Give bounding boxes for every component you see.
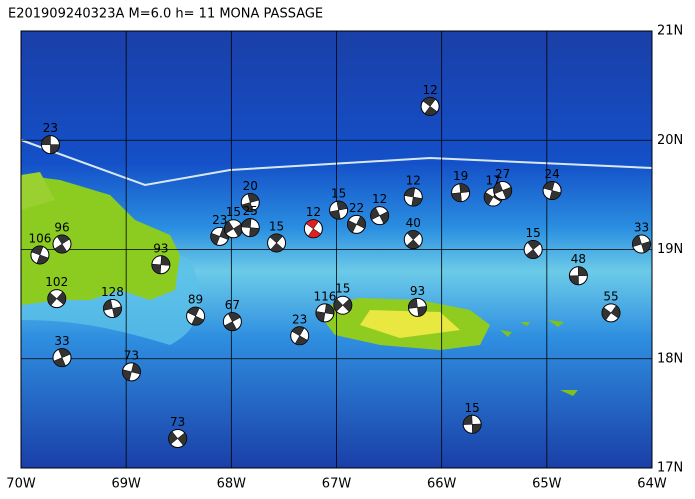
beachball-quadrant (53, 348, 71, 367)
event-depth-label: 55 (603, 289, 618, 303)
event-depth-label: 48 (571, 252, 586, 266)
lat-tick-label: 18N (657, 351, 683, 366)
beachball-quadrant (122, 362, 141, 381)
map-title: E201909240323A M=6.0 h= 11 MONA PASSAGE (8, 7, 323, 22)
event-depth-label: 12 (372, 192, 387, 206)
event-depth-label: 12 (422, 83, 437, 97)
lon-tick-label: 68W (217, 477, 247, 492)
beachball-quadrant (406, 230, 421, 249)
beachball-quadrant (315, 303, 335, 323)
beachball-quadrant (269, 233, 284, 253)
plate-boundary (20, 139, 653, 187)
beachball-quadrant (525, 240, 541, 259)
beachball-quadrant (291, 326, 308, 346)
beachball-quadrant (569, 266, 588, 285)
lon-tick-label: 70W (6, 477, 36, 492)
beachball-quadrant (462, 415, 482, 434)
beachball-quadrant (168, 431, 187, 446)
beachball-quadrant (47, 291, 66, 306)
beachball-quadrant (41, 135, 60, 154)
event-depth-label: 12 (306, 205, 321, 219)
lat-tick-label: 21N (657, 24, 683, 39)
beachball-quadrant (151, 255, 171, 275)
event-depth-label: 15 (335, 282, 350, 296)
lon-tick-label: 67W (322, 477, 352, 492)
beachball-quadrant (451, 183, 470, 202)
beachball-quadrant (632, 235, 651, 253)
beachball-quadrant (187, 306, 205, 326)
lon-tick-label: 64W (637, 477, 667, 492)
beachball-quadrant (543, 181, 562, 200)
beachball-quadrant (404, 187, 423, 207)
beachball-quadrant (370, 207, 389, 224)
event-depth-label: 73 (170, 415, 185, 429)
event-depth-label: 27 (495, 167, 510, 181)
event-depth-label: 67 (225, 298, 240, 312)
event-depth-label: 24 (544, 167, 559, 181)
beachball-quadrant (103, 299, 122, 318)
event-depth-label: 15 (226, 205, 241, 219)
event-depth-label: 73 (124, 348, 139, 362)
lat-tick-label: 19N (657, 242, 683, 257)
event-depth-label: 25 (243, 204, 258, 218)
beachball-quadrant (241, 218, 260, 237)
beachball-quadrant (601, 305, 621, 321)
event-depth-label: 89 (188, 293, 203, 307)
beachball-quadrant (329, 200, 348, 220)
beachball-quadrant (347, 215, 366, 233)
event-depth-label: 128 (101, 285, 124, 299)
lat-tick-label: 20N (657, 133, 683, 148)
lon-tick-label: 69W (111, 477, 141, 492)
beachball-quadrant (54, 234, 70, 254)
event-depth-label: 15 (465, 401, 480, 415)
event-depth-label: 33 (634, 221, 649, 235)
event-depth-label: 20 (243, 179, 258, 193)
event-depth-label: 40 (406, 216, 421, 230)
beachball-quadrant (224, 312, 241, 331)
event-depth-label: 106 (28, 231, 51, 245)
event-depth-label: 23 (292, 312, 307, 326)
lon-tick-label: 65W (532, 477, 562, 492)
lon-tick-label: 66W (427, 477, 457, 492)
beachball-quadrant (493, 181, 512, 200)
event-depth-label: 102 (45, 275, 68, 289)
beachball-quadrant (31, 245, 49, 265)
event-depth-label: 116 (313, 289, 336, 303)
beachball-quadrant (333, 298, 353, 313)
event-depth-label: 15 (269, 219, 284, 233)
beachball-quadrant (408, 298, 427, 317)
event-depth-label: 96 (54, 221, 69, 235)
beachball-quadrant (422, 97, 438, 116)
event-depth-label: 93 (153, 241, 168, 255)
event-depth-label: 23 (43, 121, 58, 135)
event-depth-label: 15 (331, 187, 346, 201)
event-depth-label: 15 (526, 226, 541, 240)
event-depth-label: 19 (453, 169, 468, 183)
lat-tick-label: 17N (657, 461, 683, 476)
event-depth-label: 23 (212, 213, 227, 227)
beachball-quadrant (305, 219, 322, 238)
beachball-quadrant (241, 193, 260, 212)
event-depth-label: 93 (410, 284, 425, 298)
event-depth-label: 22 (349, 201, 364, 215)
event-depth-label: 33 (54, 334, 69, 348)
event-depth-label: 12 (406, 174, 421, 188)
